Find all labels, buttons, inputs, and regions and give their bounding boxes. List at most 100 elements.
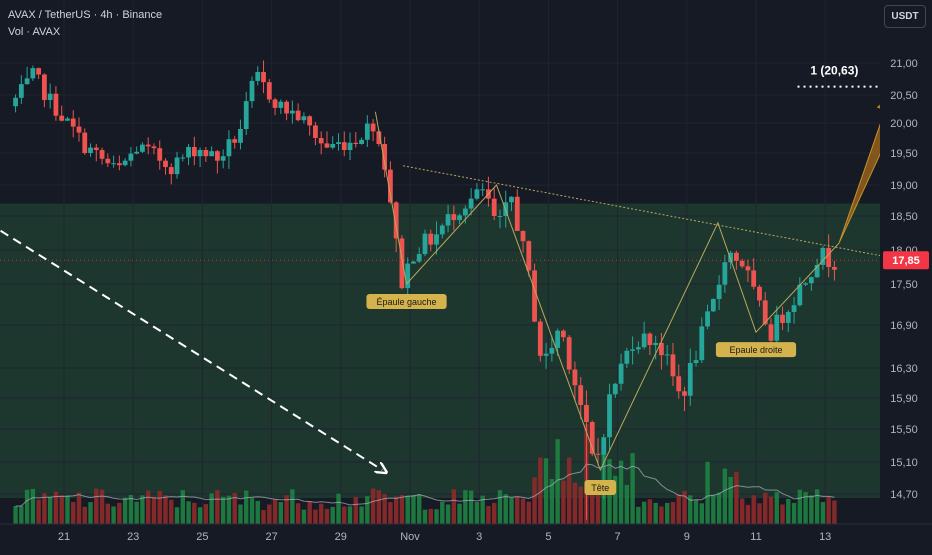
volume-bar <box>653 502 658 524</box>
volume-bar <box>832 500 837 524</box>
candle-body <box>549 347 555 354</box>
volume-bar <box>734 471 739 524</box>
candle-body <box>612 383 618 395</box>
volume-bar <box>353 496 358 524</box>
candle-body <box>647 333 653 346</box>
volume-bar <box>526 501 531 524</box>
volume-bar <box>722 468 728 524</box>
volume-bar <box>647 499 653 524</box>
volume-bar <box>347 506 353 524</box>
price-tag-label: 17,85 <box>892 255 920 267</box>
candle-body <box>347 142 353 150</box>
volume-bar <box>157 490 162 524</box>
volume-bar <box>728 476 733 524</box>
time-tick-label: 11 <box>750 531 761 543</box>
candle-body <box>693 360 699 363</box>
candle-body <box>462 208 468 216</box>
volume-indicator-label: Vol · AVAX <box>8 26 61 38</box>
volume-bar <box>393 496 399 524</box>
candle-body <box>284 101 289 114</box>
candle-body <box>710 299 716 312</box>
volume-bar <box>763 492 768 524</box>
pattern-label: Tête <box>591 483 609 493</box>
volume-bar <box>739 498 745 524</box>
price-tick-label: 15,90 <box>890 393 918 405</box>
candle-body <box>416 254 422 262</box>
candle-body <box>272 99 278 108</box>
price-tag <box>883 251 929 270</box>
volume-bar <box>359 506 364 524</box>
volume-bar <box>711 494 716 524</box>
candle-body <box>59 115 65 121</box>
candle-body <box>451 214 457 221</box>
volume-bar <box>226 495 232 524</box>
candle-body <box>186 147 191 158</box>
price-tick-label: 16,90 <box>890 320 918 332</box>
volume-bar <box>36 499 41 524</box>
volume-bar <box>255 500 260 524</box>
volume-bar <box>65 495 70 524</box>
volume-bar <box>278 502 284 524</box>
pattern-label: Epaule droite <box>729 345 782 355</box>
volume-bar <box>595 488 601 524</box>
candle-body <box>220 156 226 161</box>
time-axis <box>0 524 932 550</box>
volume-bar <box>434 509 439 524</box>
volume-bar <box>272 498 278 524</box>
volume-bar <box>411 494 416 524</box>
candle-body <box>676 376 682 392</box>
candle-body <box>301 116 307 121</box>
candle-body <box>145 144 151 147</box>
volume-bar <box>244 490 249 524</box>
volume-bar <box>13 506 18 524</box>
volume-bar <box>768 496 774 524</box>
candle-body <box>382 144 388 170</box>
candle-body <box>341 142 347 150</box>
candle-body <box>191 147 197 157</box>
volume-bar <box>682 490 687 524</box>
volume-bar <box>42 493 47 524</box>
currency-button[interactable]: USDT <box>884 5 926 28</box>
candle-body <box>99 150 105 159</box>
candle-body <box>209 151 215 157</box>
price-tick-label: 16,30 <box>890 363 918 375</box>
volume-bar <box>659 506 664 524</box>
volume-bar <box>301 509 307 524</box>
candle-body <box>88 147 93 153</box>
volume-bar <box>532 477 537 524</box>
price-tick-label: 14,70 <box>890 489 918 501</box>
volume-bar <box>220 496 226 524</box>
volume-bar <box>53 491 59 524</box>
price-axis <box>880 0 932 550</box>
candle-body <box>307 116 313 126</box>
volume-bar <box>480 495 485 524</box>
candle-body <box>330 144 336 148</box>
candle-body <box>364 123 370 140</box>
volume-bar <box>440 501 445 524</box>
volume-bar <box>180 490 185 524</box>
candle-body <box>491 198 497 216</box>
candle-body <box>595 453 601 455</box>
price-tick-label: 15,50 <box>890 424 918 436</box>
candle-body <box>197 150 203 157</box>
candle-body <box>122 160 128 166</box>
volume-bar <box>30 488 36 524</box>
candle-body <box>157 148 163 161</box>
price-tick-label: 19,00 <box>890 180 918 192</box>
pattern-label-box <box>584 480 617 495</box>
candle-body <box>82 132 88 153</box>
candle-body <box>30 68 36 79</box>
price-tick-label: 21,00 <box>890 58 918 70</box>
volume-bar <box>457 503 462 524</box>
time-tick-label: 21 <box>58 531 70 543</box>
candle-body <box>439 225 445 235</box>
volume-bar <box>215 490 220 524</box>
volume-bar <box>267 504 272 524</box>
candle-body <box>140 144 145 152</box>
candle-body <box>589 422 595 454</box>
candle-body <box>313 125 318 138</box>
candle-body <box>722 262 728 285</box>
volume-bar <box>336 493 341 524</box>
